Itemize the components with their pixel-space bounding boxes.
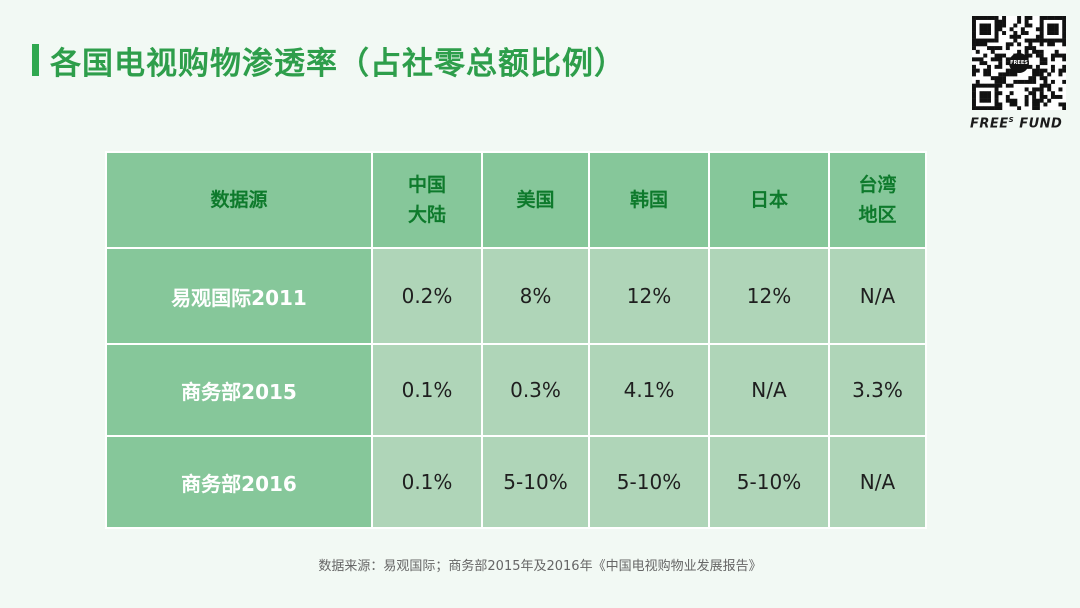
header-source: 数据源 (105, 151, 373, 249)
table-cell: N/A (828, 247, 927, 345)
table-cell: 5-10% (481, 435, 590, 529)
table-cell: 5-10% (708, 435, 830, 529)
header-china-mainland: 中国 大陆 (371, 151, 483, 249)
table-cell: N/A (708, 343, 830, 437)
table-cell: 0.2% (371, 247, 483, 345)
header-taiwan: 台湾 地区 (828, 151, 927, 249)
table-cell: 12% (588, 247, 710, 345)
header-line: 美国 (516, 189, 555, 211)
table-cell: N/A (828, 435, 927, 529)
header-usa: 美国 (481, 151, 590, 249)
brand-suffix: FUND (1019, 116, 1063, 132)
row-source: 商务部2015 (105, 343, 373, 437)
row-source: 易观国际2011 (105, 247, 373, 345)
header-line: 日本 (749, 189, 788, 211)
brand-logo: FREES FUND (970, 116, 1070, 131)
table-cell: 4.1% (588, 343, 710, 437)
brand-name: FREE (970, 116, 1009, 132)
table-cell: 0.1% (371, 343, 483, 437)
header-line: 地区 (858, 204, 897, 226)
brand-superscript: S (1008, 116, 1015, 124)
header-line: 大陆 (407, 204, 446, 226)
penetration-table: 数据源 中国 大陆 美国 韩国 日本 台湾 地区 易观国际2011 0.2% 8 (105, 151, 927, 529)
qr-badge-logo: FREES (1009, 53, 1029, 73)
table-cell: 3.3% (828, 343, 927, 437)
table-row: 易观国际2011 0.2% 8% 12% 12% N/A (105, 247, 927, 345)
header-korea: 韩国 (588, 151, 710, 249)
source-footnote: 数据来源：易观国际；商务部2015年及2016年《中国电视购物业发展报告》 (318, 559, 762, 574)
table-cell: 0.1% (371, 435, 483, 529)
table-cell: 5-10% (588, 435, 710, 529)
table-cell: 12% (708, 247, 830, 345)
header-japan: 日本 (708, 151, 830, 249)
row-source: 商务部2016 (105, 435, 373, 529)
qr-code-icon: FREES (972, 16, 1066, 110)
title-accent-bar (32, 44, 39, 76)
table-cell: 8% (481, 247, 590, 345)
page-title: 各国电视购物渗透率（占社零总额比例） (50, 46, 626, 82)
table-header-row: 数据源 中国 大陆 美国 韩国 日本 台湾 地区 (105, 151, 927, 249)
table-cell: 0.3% (481, 343, 590, 437)
header-line: 台湾 (858, 174, 897, 196)
table-row: 商务部2015 0.1% 0.3% 4.1% N/A 3.3% (105, 343, 927, 437)
header-line: 中国 (407, 174, 446, 196)
table-row: 商务部2016 0.1% 5-10% 5-10% 5-10% N/A (105, 435, 927, 529)
header-line: 韩国 (629, 189, 668, 211)
